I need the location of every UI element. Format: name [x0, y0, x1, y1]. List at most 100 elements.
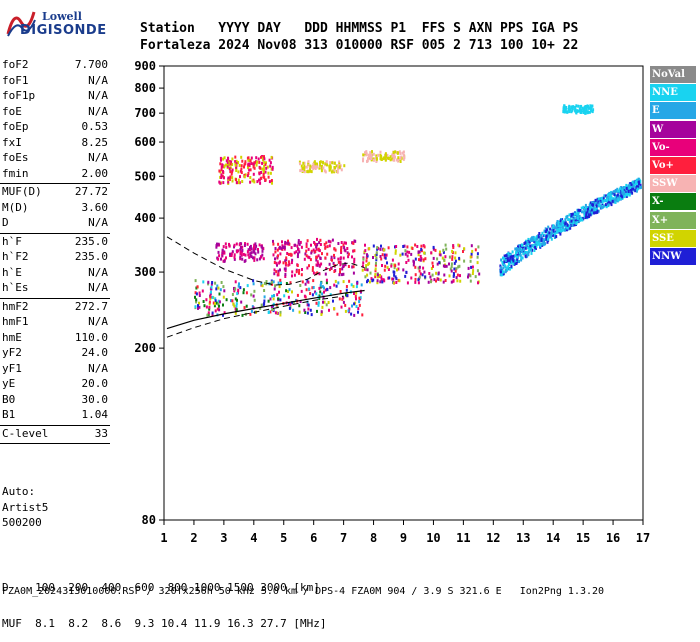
y-tick-label: 400 [134, 211, 156, 225]
param-name: foF1p [2, 89, 36, 102]
echo-point [320, 169, 323, 173]
echo-point [376, 247, 379, 251]
echo-point [240, 171, 243, 174]
echo-point [263, 299, 266, 303]
echo-point [323, 286, 325, 290]
echo-point [399, 152, 402, 156]
echo-point [568, 110, 571, 114]
echo-point [281, 244, 284, 248]
echo-point [636, 180, 639, 184]
echo-point [265, 282, 268, 286]
echo-point [205, 305, 208, 309]
echo-point [257, 248, 259, 251]
echo-point [566, 223, 569, 227]
echo-point [617, 196, 619, 200]
echo-point [208, 302, 211, 306]
echo-point [609, 194, 612, 198]
echo-point [564, 221, 567, 225]
legend-item: NoVal [650, 66, 696, 83]
echo-point [324, 162, 327, 166]
echo-point [221, 253, 224, 257]
echo-point [222, 295, 225, 299]
echo-point [511, 255, 514, 259]
echo-point [379, 247, 382, 251]
echo-point [209, 292, 212, 296]
echo-point [208, 300, 211, 304]
echo-point [522, 252, 525, 256]
echo-point [372, 256, 374, 259]
echo-point [233, 255, 236, 259]
param-name: C-level [2, 426, 49, 440]
echo-point [338, 160, 341, 164]
echo-point [516, 255, 518, 259]
echo-point [406, 281, 409, 285]
echo-point [314, 242, 316, 246]
echo-point [223, 259, 226, 263]
echo-point [508, 267, 511, 271]
echo-point [354, 239, 357, 243]
echo-point [233, 245, 235, 249]
echo-point [234, 307, 237, 311]
echo-point [394, 150, 397, 154]
echo-point [260, 303, 263, 307]
echo-point [582, 108, 585, 112]
echo-point [263, 161, 266, 165]
echo-point [418, 265, 421, 269]
echo-point [605, 196, 608, 199]
echo-point [364, 275, 367, 279]
echo-point [324, 288, 327, 292]
echo-point [382, 278, 385, 282]
echo-point [247, 156, 250, 160]
echo-point [591, 110, 594, 114]
echo-point [562, 107, 565, 111]
echo-point [372, 244, 375, 248]
legend-item: SSW [650, 175, 696, 193]
echo-point [335, 284, 338, 288]
echo-point [353, 313, 356, 317]
echo-point [458, 244, 461, 248]
echo-point [273, 268, 276, 272]
echo-point [517, 248, 520, 252]
echo-point [305, 165, 308, 169]
echo-point [379, 280, 382, 284]
echo-point [242, 288, 245, 292]
echo-point [249, 180, 252, 184]
echo-point [406, 254, 409, 258]
echo-point [215, 287, 218, 291]
echo-point [239, 246, 242, 249]
echo-point [222, 303, 224, 307]
echo-point [305, 288, 308, 292]
echo-point [583, 210, 586, 214]
echo-point [519, 254, 522, 258]
echo-point [567, 218, 570, 221]
y-tick-label: 800 [134, 81, 156, 95]
x-tick-label: 14 [546, 531, 560, 545]
echo-point [366, 278, 369, 282]
echo-point [305, 245, 308, 249]
echo-point [450, 262, 453, 266]
echo-point [319, 283, 322, 287]
echo-point [614, 198, 617, 202]
echo-point [327, 301, 330, 304]
echo-point [272, 253, 275, 257]
auto-label: Auto: [2, 485, 36, 498]
param-name: B0 [2, 392, 16, 406]
echo-point [241, 159, 244, 163]
echo-point [230, 252, 233, 256]
echo-point [287, 239, 289, 243]
echo-point [532, 244, 535, 248]
echo-point [326, 287, 329, 291]
x-tick-label: 2 [190, 531, 197, 545]
echo-point [262, 169, 265, 173]
param-name: B1 [2, 408, 16, 421]
echo-point [262, 257, 265, 261]
echo-point [202, 300, 205, 303]
echo-point [420, 244, 423, 248]
echo-point [253, 245, 255, 249]
echo-point [375, 157, 378, 161]
param-value: 1.04 [81, 408, 109, 421]
echo-point [582, 111, 585, 114]
echo-point [526, 240, 529, 244]
echo-point [463, 247, 466, 251]
echo-point [317, 247, 320, 251]
